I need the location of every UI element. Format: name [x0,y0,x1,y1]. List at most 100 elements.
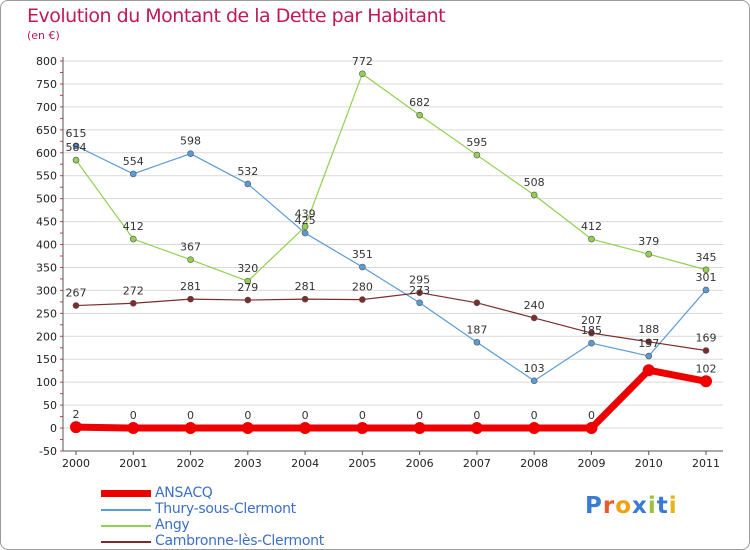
data-label-thury-sous-clermont: 187 [466,323,487,336]
data-label-cambronne-l-s-clermont: 240 [524,299,545,312]
proxiti-logo[interactable]: Proxiti [585,493,678,519]
x-tick-label: 2005 [348,457,376,470]
axes: -500501001502002503003504004505005506006… [36,55,723,470]
data-labels: 615 554 598 532 425 351 273 187 103 185 157 301 584 4… [66,55,717,422]
data-point-thury-sous-clermont [416,299,423,307]
y-tick-label: 650 [36,124,57,137]
chart-title: Evolution du Montant de la Dette par Hab… [27,5,446,27]
data-label-thury-sous-clermont: 185 [581,324,602,337]
data-label-angy: 508 [524,176,545,189]
data-point-ansacq [70,421,82,434]
data-label-angy: 412 [581,220,602,233]
data-point-angy [244,277,252,285]
data-label-cambronne-l-s-clermont: 169 [696,332,717,345]
data-label-angy: 345 [696,251,717,264]
logo-letter: x [632,493,648,519]
x-tick-label: 2006 [406,457,434,470]
y-unit-label: (en €) [27,29,60,42]
x-tick-label: 2008 [520,457,548,470]
data-point-cambronne-l-s-clermont [129,299,137,307]
data-label-thury-sous-clermont: 157 [638,337,659,350]
data-point-cambronne-l-s-clermont [244,296,252,304]
data-label-ansacq: 0 [187,409,194,422]
logo-letter: P [585,493,603,519]
data-point-angy [702,266,710,274]
y-tick-label: 150 [36,353,57,366]
series-lines [70,70,712,435]
data-point-angy [416,111,423,119]
data-label-angy: 584 [66,141,87,154]
series-line-angy [75,73,707,282]
y-tick-label: 200 [36,330,57,343]
data-label-angy: 367 [180,241,201,254]
y-tick-label: 750 [36,78,57,91]
x-tick-label: 2002 [177,457,205,470]
data-point-thury-sous-clermont [187,150,194,157]
y-tick-label: 250 [36,307,57,320]
data-label-angy: 379 [638,235,659,248]
data-point-ansacq [241,422,254,435]
data-point-cambronne-l-s-clermont [359,296,366,303]
data-point-cambronne-l-s-clermont [473,299,481,307]
logo-letter: o [615,493,633,519]
x-tick-label: 2011 [692,457,720,470]
legend-swatch [101,509,151,511]
data-label-angy: 412 [123,220,144,233]
legend-label: Cambronne-lès-Clermont [155,533,324,549]
data-label-thury-sous-clermont: 273 [409,284,430,297]
y-tick-label: 800 [36,55,57,68]
data-label-ansacq: 0 [130,409,137,422]
data-point-thury-sous-clermont [244,180,252,188]
data-point-angy [645,250,653,258]
data-label-angy: 682 [409,96,430,109]
data-label-angy: 595 [466,136,487,149]
data-point-angy [473,151,481,159]
data-point-cambronne-l-s-clermont [72,302,80,309]
x-tick-label: 2010 [635,457,663,470]
data-label-angy: 772 [352,55,373,68]
data-point-cambronne-l-s-clermont [588,329,595,337]
y-tick-label: 100 [36,376,57,389]
data-point-cambronne-l-s-clermont [416,289,423,297]
logo-letter: i [647,493,657,519]
data-label-ansacq: 0 [531,409,538,422]
y-tick-label: 300 [36,284,57,297]
data-label-thury-sous-clermont: 425 [295,214,316,227]
data-point-angy [129,235,137,243]
data-label-ansacq: 0 [302,409,309,422]
data-label-thury-sous-clermont: 615 [66,127,87,140]
y-tick-label: 500 [36,193,57,206]
data-point-ansacq [642,364,655,377]
y-tick-label: 0 [50,422,57,435]
grid-lines [63,60,723,452]
data-label-angy: 320 [237,262,258,275]
logo-letter: i [668,493,678,519]
data-point-ansacq [127,422,140,435]
y-tick-label: 600 [36,147,57,160]
y-tick-label: 450 [36,216,57,229]
data-label-ansacq: 0 [416,409,423,422]
data-point-thury-sous-clermont [645,352,653,360]
series-line-cambronne-l-s-clermont [75,292,707,352]
data-label-ansacq: 0 [588,409,595,422]
data-label-cambronne-l-s-clermont: 281 [295,280,316,293]
y-tick-label: 550 [36,170,57,183]
data-label-ansacq: 0 [473,409,480,422]
y-tick-label: -50 [39,445,57,458]
data-point-ansacq [356,422,369,435]
data-label-cambronne-l-s-clermont: 279 [237,281,258,294]
series-line-ansacq [72,366,710,432]
data-point-ansacq [470,422,483,435]
data-point-thury-sous-clermont [588,339,595,347]
logo-letter: r [602,493,616,519]
y-tick-label: 350 [36,261,57,274]
data-point-thury-sous-clermont [702,286,710,294]
data-label-thury-sous-clermont: 532 [237,165,258,178]
data-point-angy [301,223,309,230]
data-point-cambronne-l-s-clermont [645,338,653,346]
data-label-cambronne-l-s-clermont: 280 [352,281,373,294]
legend-label: Thury-sous-Clermont [155,501,296,517]
legend-label: Angy [155,517,190,533]
